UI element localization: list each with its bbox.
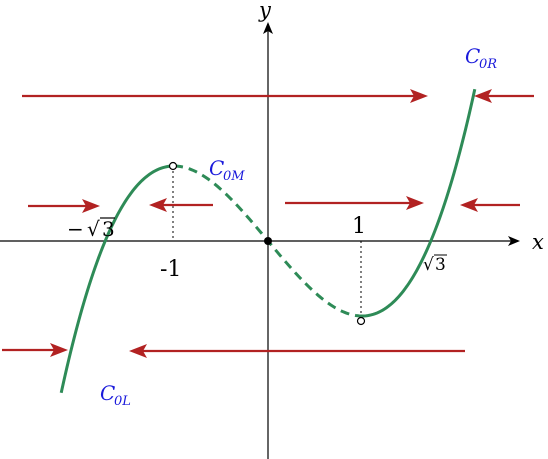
svg-text:√: √ — [423, 255, 434, 275]
curve-label-c0l: C 0L — [100, 381, 131, 409]
tick-label-sqrt3: √ 3 — [423, 254, 447, 275]
flow-arrow-middle-right — [28, 199, 100, 213]
svg-text:0M: 0M — [223, 169, 245, 184]
flow-arrow-top-left — [474, 89, 534, 103]
svg-text:C: C — [465, 44, 480, 68]
origin-point — [264, 237, 272, 245]
svg-text:3: 3 — [102, 217, 115, 241]
y-axis-label: y — [258, 0, 272, 22]
flow-arrow-bottom-left — [129, 344, 465, 358]
svg-text:0R: 0R — [479, 57, 497, 72]
flow-arrow-top-right — [22, 89, 428, 103]
critical-point-max — [168, 161, 178, 171]
svg-text:√: √ — [87, 217, 100, 241]
flow-arrow-bottom-right — [2, 343, 68, 357]
svg-text:3: 3 — [435, 255, 446, 275]
tick-label-neg-sqrt3: − √ 3 — [67, 217, 115, 241]
svg-text:C: C — [209, 156, 224, 180]
tick-label-neg-one: -1 — [160, 257, 181, 282]
flow-arrow-middle-left — [460, 198, 520, 212]
flow-arrow-middle-left — [149, 198, 213, 212]
curve-label-c0r: C 0R — [465, 44, 497, 72]
svg-text:−: − — [67, 217, 84, 241]
tick-label-one: 1 — [352, 214, 366, 239]
curve-c0r — [361, 88, 477, 318]
flow-arrow-middle-right — [285, 196, 424, 210]
critical-point-min — [356, 316, 366, 326]
curve-c0l — [59, 164, 175, 394]
x-axis-label: x — [532, 230, 544, 254]
curve-label-c0m: C 0M — [209, 156, 245, 184]
svg-text:0L: 0L — [114, 394, 131, 409]
svg-text:C: C — [100, 381, 115, 405]
